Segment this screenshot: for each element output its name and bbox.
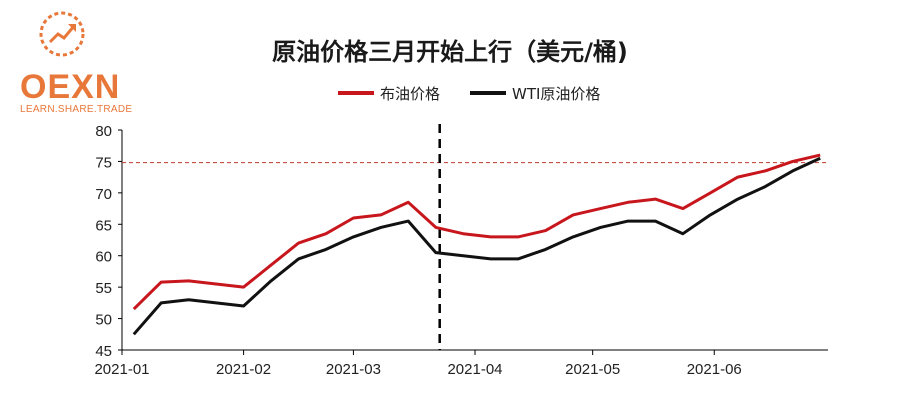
x-tick-label: 2021-02 (216, 361, 271, 378)
x-tick-label: 2021-01 (94, 361, 149, 378)
y-tick-label: 80 (95, 123, 112, 140)
y-tick-label: 75 (95, 154, 112, 171)
legend-label: WTI原油价格 (512, 85, 600, 103)
trend-arrow-icon (39, 11, 85, 57)
chart-axes: 45 50 55 60 65 70 75 80 2021-01 2021-02 2021-03 202… (94, 123, 828, 378)
x-tick-label: 2021-04 (447, 361, 502, 378)
y-tick-label: 50 (95, 312, 112, 329)
y-tick-label: 70 (95, 186, 112, 203)
series-lines (132, 153, 821, 336)
brand-name: OEXN (20, 68, 121, 106)
chart-title: 原油价格三月开始上行（美元/桶) (272, 38, 628, 66)
legend-label: 布油价格 (380, 85, 440, 103)
reference-lines (122, 124, 828, 350)
y-tick-label: 65 (95, 217, 112, 234)
brand-logo: OEXN LEARN.SHARE.TRADE (8, 6, 132, 115)
x-tick-label: 2021-06 (687, 361, 742, 378)
y-tick-label: 45 (95, 343, 112, 360)
series-line-wti (132, 156, 821, 336)
chart-legend: 布油价格 WTI原油价格 (338, 85, 600, 103)
brand-tagline: LEARN.SHARE.TRADE (20, 104, 133, 115)
x-tick-label: 2021-05 (565, 361, 620, 378)
y-tick-label: 55 (95, 280, 112, 297)
y-tick-label: 60 (95, 249, 112, 266)
series-line-brent (132, 153, 821, 311)
x-tick-label: 2021-03 (326, 361, 381, 378)
